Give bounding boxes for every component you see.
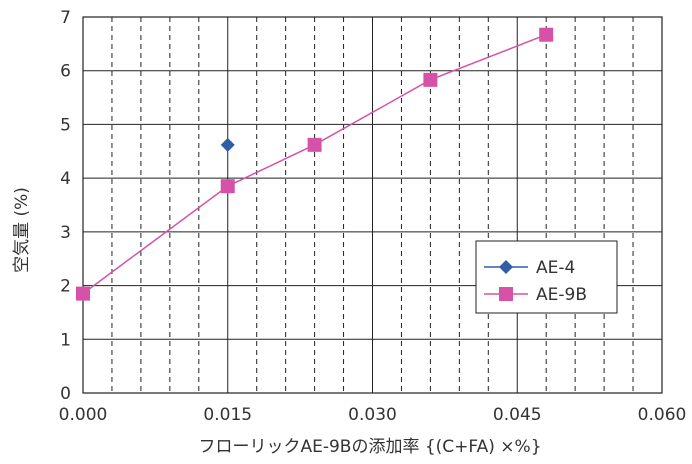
data-point-ae-9b [539,27,554,42]
x-tick-label: 0.000 [59,405,108,425]
y-axis-title: 空気量 (%) [12,187,32,273]
grid [83,17,662,393]
x-tick-label: 0.045 [493,405,542,425]
x-tick-label: 0.015 [203,405,252,425]
y-tick-label: 2 [60,277,71,297]
x-tick-label: 0.030 [348,405,397,425]
y-tick-label: 0 [60,384,71,404]
series-layer [76,27,554,301]
y-tick-label: 7 [60,8,71,28]
plot-frame [82,16,663,394]
data-point-ae-9b [76,286,90,301]
series-ae-4 [220,137,235,152]
legend-marker-ae-9b [499,287,513,301]
data-point-ae-9b [220,179,235,194]
series-ae-9b [76,27,554,301]
data-point-ae-4 [220,137,235,152]
y-tick-label: 3 [60,223,71,243]
data-point-ae-9b [423,72,438,87]
x-tick-label: 0.060 [638,405,687,425]
data-point-ae-9b [307,137,322,152]
tick-labels: 0.000 0.015 0.030 0.045 0.060 0 1 2 3 4 5 6 7 [59,8,687,425]
y-tick-label: 6 [60,62,71,82]
legend-marker-ae-4 [499,260,513,274]
y-tick-label: 4 [60,169,71,189]
y-tick-label: 1 [60,330,71,350]
legend-label-ae-4: AE-4 [536,258,575,278]
legend-label-ae-9b: AE-9B [536,285,587,305]
x-axis-title: フローリックAE-9Bの添加率 {(C+FA) ×%} [198,437,541,457]
plot-border [82,16,663,394]
y-tick-label: 5 [60,115,71,135]
legend: AE-4 AE-9B [475,240,618,314]
